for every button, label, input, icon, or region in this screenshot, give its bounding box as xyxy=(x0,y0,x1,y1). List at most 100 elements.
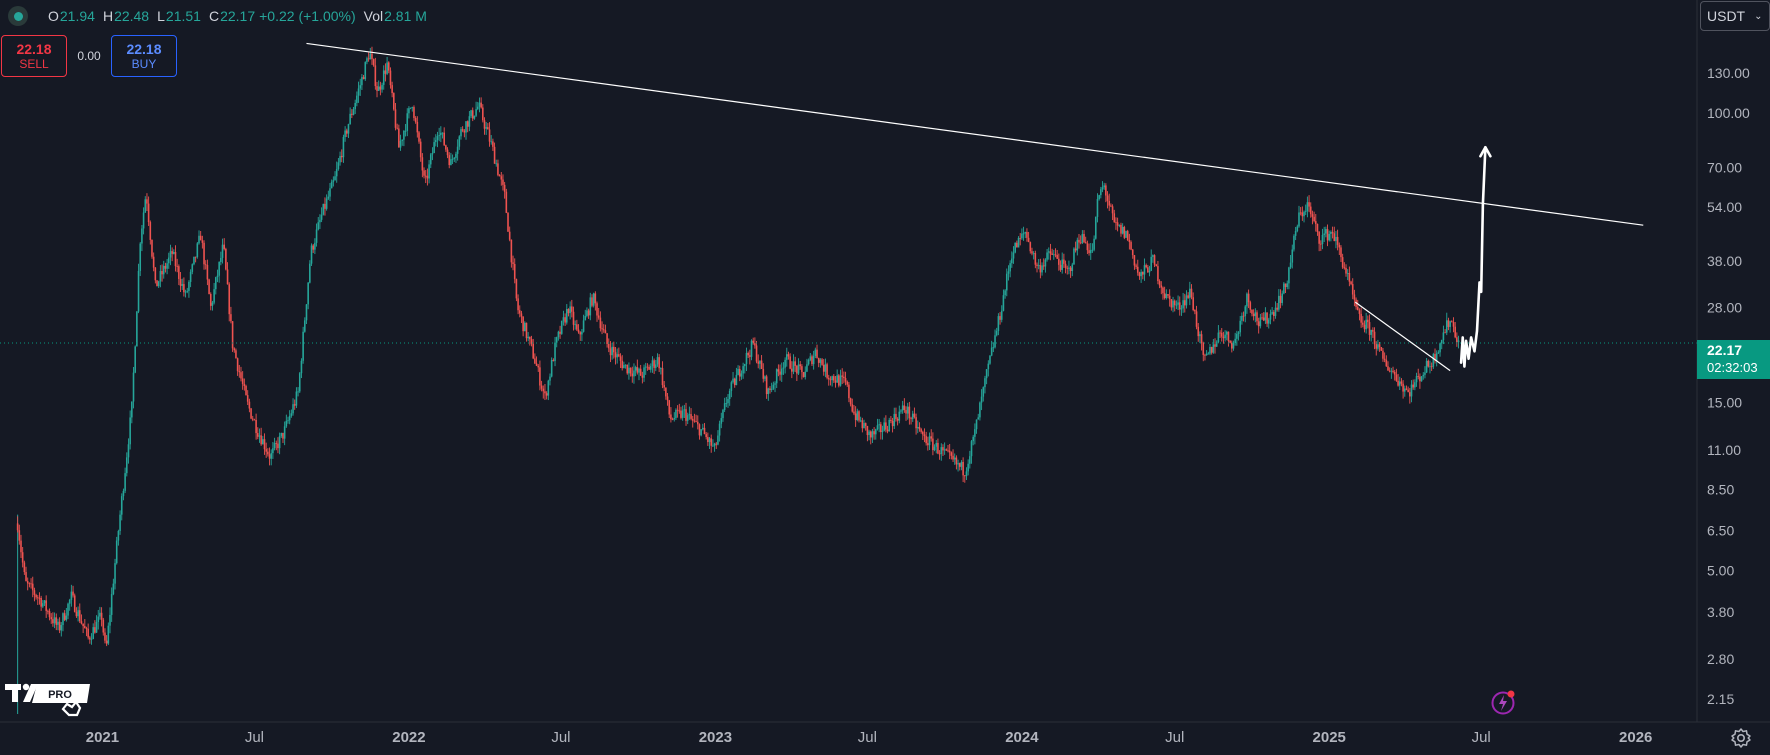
candle-body xyxy=(876,425,879,430)
candle-body xyxy=(495,163,498,165)
market-status-icon[interactable] xyxy=(8,6,28,26)
candle-body xyxy=(1341,257,1344,268)
candle-body xyxy=(1365,319,1367,330)
candle-body xyxy=(836,375,838,383)
candle-body xyxy=(1276,307,1278,310)
candle-body xyxy=(858,411,860,421)
candle-body xyxy=(1061,259,1063,270)
candle-body xyxy=(947,450,949,452)
candle-body xyxy=(1011,258,1013,264)
candle-body xyxy=(416,121,419,133)
candle-body xyxy=(831,376,833,381)
candle-body xyxy=(418,132,420,142)
candle-body xyxy=(1437,352,1440,354)
candle-body xyxy=(62,613,64,626)
candle-body xyxy=(18,530,21,541)
candle-body xyxy=(945,449,948,451)
candle-body xyxy=(680,410,682,418)
candle-body xyxy=(537,365,540,368)
candle-body xyxy=(277,443,279,449)
candle-body xyxy=(796,365,798,374)
candle-body xyxy=(1296,226,1299,231)
candle-body xyxy=(1059,264,1062,270)
candle-body xyxy=(372,59,375,66)
candle-body xyxy=(67,603,69,616)
candle-body xyxy=(592,293,595,306)
candle-body xyxy=(1415,376,1418,383)
candle-body xyxy=(322,203,325,215)
candle-body xyxy=(965,471,968,477)
lightning-icon[interactable] xyxy=(1490,690,1516,716)
candle-body xyxy=(508,231,511,240)
candle-body xyxy=(1138,272,1141,277)
candle-body xyxy=(666,396,669,401)
low-value: 21.51 xyxy=(165,8,201,24)
candle-body xyxy=(594,293,597,304)
candle-body xyxy=(379,86,382,90)
candle-body xyxy=(678,410,681,412)
candle-body xyxy=(648,366,650,370)
candle-body xyxy=(1452,322,1455,327)
settings-gear-icon[interactable] xyxy=(1729,726,1753,750)
projection-drawing[interactable] xyxy=(1459,145,1492,368)
buy-button[interactable]: 22.18 BUY xyxy=(111,35,177,77)
candle-body xyxy=(1079,242,1082,244)
candle-body xyxy=(636,367,639,373)
candle-body xyxy=(85,628,88,630)
candle-body xyxy=(760,360,763,369)
candle-body xyxy=(104,632,106,641)
candle-body xyxy=(193,256,195,265)
candle-body xyxy=(127,444,130,458)
candle-body xyxy=(206,264,209,280)
candle-body xyxy=(584,316,587,321)
candle-body xyxy=(693,420,696,422)
candle-body xyxy=(1251,309,1253,314)
candle-body xyxy=(717,435,719,445)
candle-body xyxy=(119,514,121,531)
candle-body xyxy=(351,113,353,115)
candle-body xyxy=(319,219,321,223)
candle-body xyxy=(1189,288,1191,298)
candle-body xyxy=(216,275,219,278)
candle-body xyxy=(814,349,817,357)
candle-body xyxy=(690,414,692,419)
candle-body xyxy=(330,181,333,189)
candle-body xyxy=(1111,206,1114,214)
candle-body xyxy=(1412,384,1414,388)
candle-body xyxy=(1143,265,1146,275)
candle-body xyxy=(1274,307,1277,316)
candle-body xyxy=(42,603,44,607)
candle-body xyxy=(1249,302,1252,310)
candle-body xyxy=(377,86,380,91)
candle-body xyxy=(985,369,988,379)
price-axis[interactable]: 180.00130.00100.0070.0054.0038.0028.0015… xyxy=(1696,0,1750,722)
sell-button[interactable]: 22.18 SELL xyxy=(1,35,67,77)
candle-body xyxy=(1005,273,1008,291)
candle-body xyxy=(915,417,917,429)
trendlines-layer[interactable] xyxy=(306,42,1644,372)
candle-body xyxy=(1261,317,1263,319)
time-axis[interactable]: 2021 Jul 2022 Jul 2023 Jul 2024 Jul 2025 Jul 2026 xyxy=(0,721,1770,746)
candle-body xyxy=(157,281,160,287)
candle-body xyxy=(651,360,654,367)
candle-body xyxy=(384,70,387,74)
candle-body xyxy=(314,242,316,250)
candle-body xyxy=(586,310,588,317)
candle-body xyxy=(1293,235,1295,250)
currency-select[interactable]: USDT ⌄ xyxy=(1700,1,1770,31)
candle-body xyxy=(564,317,566,323)
candle-body xyxy=(199,235,202,241)
candle-body xyxy=(545,393,548,396)
volume-label: Vol xyxy=(363,8,384,24)
candle-body xyxy=(821,359,823,365)
tradingview-logo-icon[interactable]: PRO xyxy=(4,682,92,720)
candle-body xyxy=(634,367,637,371)
candle-body xyxy=(784,359,786,368)
candle-body xyxy=(434,140,437,143)
candle-body xyxy=(347,124,350,134)
candle-body xyxy=(754,343,756,346)
candle-body xyxy=(513,263,516,280)
candle-body xyxy=(1234,338,1236,343)
candle-body xyxy=(1439,343,1441,353)
